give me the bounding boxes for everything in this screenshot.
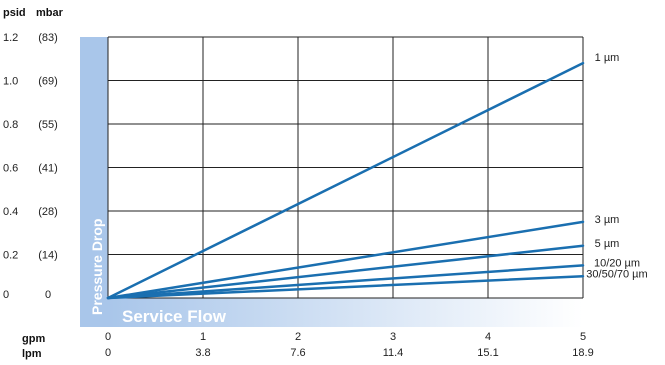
series-line: [106, 275, 585, 300]
x-tick-label-gpm: 3: [390, 331, 396, 343]
series-line: [106, 264, 585, 300]
service-flow-band: [108, 298, 583, 327]
y-tick-label-psid: 1.0: [3, 76, 18, 88]
y-tick-labels: psid mbar 0 0 0.2 (14) 0.4 (28) 0.6 (41) 0.8 (55)…: [3, 7, 64, 301]
x-unit-gpm: gpm: [22, 333, 45, 345]
y-tick-label-psid: 0.8: [3, 119, 18, 131]
y-tick-label-mbar: (69): [38, 76, 58, 88]
series-line: [106, 244, 585, 300]
x-tick-label-gpm: 1: [200, 331, 206, 343]
series-lines: [106, 61, 585, 300]
x-tick-label-lpm: 11.4: [383, 347, 404, 359]
y-tick-label-psid: 0.4: [3, 206, 18, 218]
series-label: 5 µm: [595, 238, 620, 250]
y-tick-label-mbar: (83): [38, 32, 58, 44]
series-label: 3 µm: [595, 214, 620, 226]
series-label: 10/20 µm: [594, 257, 640, 269]
y-tick-label-mbar: (41): [38, 163, 58, 175]
y-tick-label-psid: 0: [3, 289, 9, 301]
x-tick-labels: gpm lpm 0 0 1 3.8 2 7.6 3 11.4 4 15.1 5 18.9: [22, 331, 594, 360]
series-line: [106, 61, 585, 300]
axis-bands: Pressure Drop Service Flow: [80, 37, 583, 327]
x-tick-label-gpm: 2: [295, 331, 301, 343]
x-axis-title: Service Flow: [122, 307, 227, 326]
x-tick-label-gpm: 0: [105, 331, 111, 343]
y-tick-label-psid: 0.6: [3, 163, 18, 175]
pressure-drop-band: [80, 37, 108, 327]
series-label: 30/50/70 µm: [586, 268, 647, 280]
series-line: [106, 220, 585, 300]
y-tick-label-mbar: (55): [38, 119, 58, 131]
y-unit-psid: psid: [3, 7, 26, 19]
x-unit-lpm: lpm: [22, 348, 42, 360]
x-tick-label-lpm: 7.6: [290, 347, 305, 359]
x-tick-label-gpm: 5: [580, 331, 586, 343]
x-tick-label-lpm: 3.8: [195, 347, 210, 359]
x-tick-label-lpm: 18.9: [572, 347, 593, 359]
series-label: 1 µm: [595, 52, 620, 64]
y-unit-mbar: mbar: [36, 7, 64, 19]
y-tick-label-mbar: 0: [45, 289, 51, 301]
x-tick-label-lpm: 0: [105, 347, 111, 359]
x-tick-label-lpm: 15.1: [477, 347, 498, 359]
y-axis-title: Pressure Drop: [89, 219, 105, 315]
y-tick-label-mbar: (28): [38, 206, 58, 218]
x-tick-label-gpm: 4: [485, 331, 491, 343]
y-tick-label-psid: 1.2: [3, 32, 18, 44]
y-tick-label-mbar: (14): [38, 250, 58, 262]
y-tick-label-psid: 0.2: [3, 250, 18, 262]
